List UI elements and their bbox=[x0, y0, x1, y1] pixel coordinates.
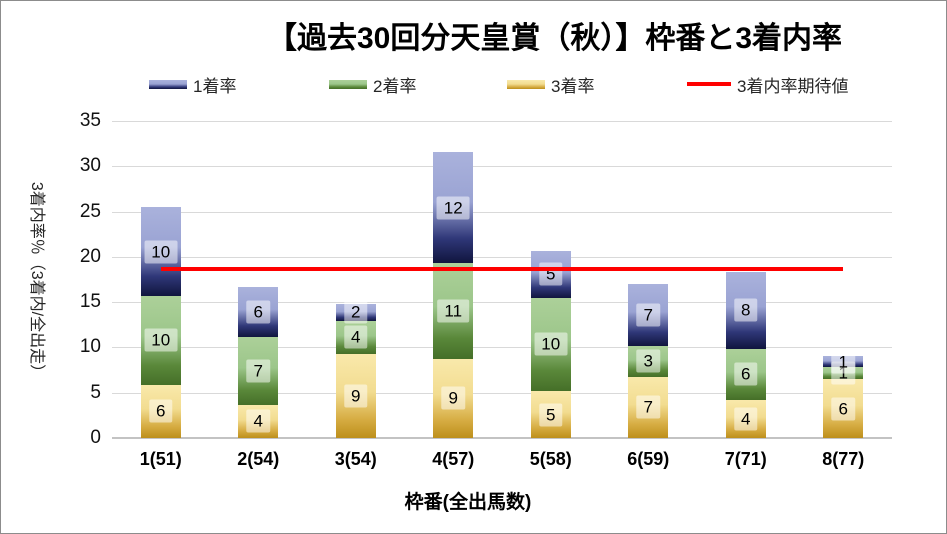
y-tick-label-0: 0 bbox=[90, 427, 101, 448]
x-axis-title: 枠番(全出馬数) bbox=[404, 492, 532, 513]
gridline-15 bbox=[112, 302, 892, 304]
bar-segment-label-1着率-6(59): 7 bbox=[636, 303, 660, 327]
bar-segment-label-2着率-4(57): 11 bbox=[437, 299, 470, 323]
bar-segment-label-3着率-4(57): 9 bbox=[441, 386, 465, 410]
y-tick-label-30: 30 bbox=[79, 155, 101, 177]
gridline-35 bbox=[112, 121, 892, 122]
x-tick-label-8(77): 8(77) bbox=[822, 449, 865, 469]
legend-swatch-expected-rate-line bbox=[687, 82, 731, 86]
x-tick-label-2(54): 2(54) bbox=[237, 449, 280, 469]
bar-segment-label-2着率-2(54): 7 bbox=[246, 359, 270, 383]
bar-segment-label-3着率-6(59): 7 bbox=[636, 395, 660, 419]
y-tick-label-15: 15 bbox=[79, 291, 101, 313]
x-tick-label-1(51): 1(51) bbox=[139, 449, 182, 469]
gridline-5 bbox=[112, 392, 892, 394]
bar-segment-label-3着率-7(71): 4 bbox=[734, 407, 758, 431]
y-tick-label-25: 25 bbox=[79, 200, 101, 222]
legend-item-win-rate: 1着率 bbox=[149, 72, 236, 96]
legend-label-win-rate: 1着率 bbox=[193, 76, 237, 96]
bar-segment-label-1着率-3(54): 2 bbox=[344, 300, 368, 324]
bar-segment-label-2着率-6(59): 3 bbox=[636, 349, 660, 373]
legend-item-second-rate: 2着率 bbox=[329, 72, 416, 96]
bar-segment-label-1着率-8(77): 1 bbox=[831, 350, 855, 374]
y-tick-label-35: 35 bbox=[79, 110, 101, 131]
gridline-25 bbox=[112, 211, 892, 213]
legend-swatch-third-rate bbox=[507, 79, 545, 89]
bar-segment-label-1着率-7(71): 8 bbox=[734, 298, 758, 322]
gridline-30 bbox=[112, 166, 892, 168]
legend-item-expected-rate: 3着内率期待値 bbox=[687, 72, 848, 96]
bar-segment-label-3着率-3(54): 9 bbox=[344, 384, 368, 408]
bar-segment-label-2着率-1(51): 10 bbox=[144, 328, 178, 352]
legend-item-third-rate: 3着率 bbox=[507, 72, 594, 96]
legend-label-third-rate: 3着率 bbox=[551, 76, 595, 96]
y-tick-label-10: 10 bbox=[79, 336, 101, 358]
legend-label-expected-rate: 3着内率期待値 bbox=[737, 76, 849, 96]
x-tick-label-6(59): 6(59) bbox=[627, 449, 670, 469]
legend-swatch-win-rate bbox=[149, 79, 187, 89]
bar-segment-label-2着率-7(71): 6 bbox=[734, 362, 758, 386]
y-axis-tick-labels: 35 30 25 20 15 10 5 0 bbox=[1, 111, 101, 448]
gridline-10 bbox=[112, 347, 892, 349]
legend-label-second-rate: 2着率 bbox=[373, 76, 417, 96]
bar-segment-label-3着率-5(58): 5 bbox=[539, 403, 563, 427]
plot-area: 6 10 10 4 7 6 9 4 2 9 11 12 5 10 5 7 3 7 4 6 8 6 1 1 bbox=[112, 121, 892, 439]
y-tick-label-20: 20 bbox=[79, 245, 101, 267]
bar-segment-label-2着率-3(54): 4 bbox=[344, 325, 368, 349]
bar-segment-label-1着率-1(51): 10 bbox=[144, 240, 178, 264]
bar-segment-label-3着率-8(77): 6 bbox=[831, 397, 855, 421]
legend-swatch-second-rate bbox=[329, 79, 367, 89]
x-tick-label-5(58): 5(58) bbox=[529, 449, 572, 469]
gridline-20 bbox=[112, 256, 892, 258]
bar-segment-label-1着率-4(57): 12 bbox=[436, 196, 470, 220]
bar-segment-label-3着率-1(51): 6 bbox=[149, 399, 173, 423]
bar-segment-label-1着率-2(54): 6 bbox=[246, 300, 270, 324]
x-axis-tick-labels: 1(51) 2(54) 3(54) 4(57) 5(58) 6(59) 7(71) 8(77) bbox=[112, 449, 892, 473]
x-axis-line bbox=[112, 437, 892, 439]
bar-segment-label-2着率-5(58): 10 bbox=[534, 332, 568, 356]
x-tick-label-7(71): 7(71) bbox=[724, 449, 767, 469]
expected-rate-line bbox=[160, 266, 844, 271]
x-tick-label-4(57): 4(57) bbox=[432, 449, 475, 469]
bar-segment-label-3着率-2(54): 4 bbox=[246, 409, 270, 433]
y-tick-label-5: 5 bbox=[90, 381, 101, 403]
x-tick-label-3(54): 3(54) bbox=[334, 449, 377, 469]
chart-title: 【過去30回分天皇賞（秋）】枠番と3着内率 bbox=[266, 22, 843, 55]
